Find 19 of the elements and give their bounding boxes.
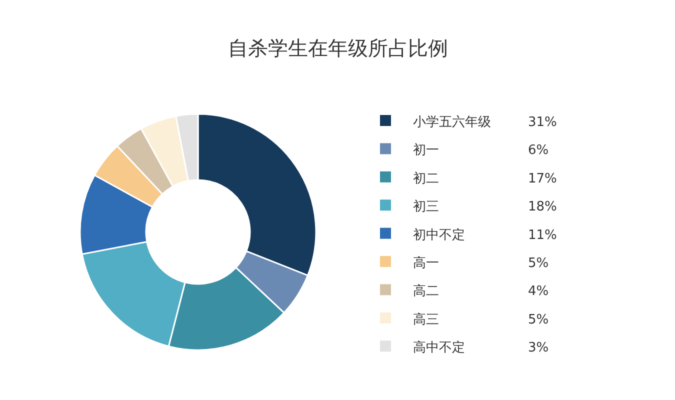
legend-label: 高二 xyxy=(413,283,439,300)
data-label: 17% xyxy=(528,171,557,186)
data-label: 18% xyxy=(528,200,557,215)
legend-label: 小学五六年级 xyxy=(413,115,491,130)
chart-title: 自杀学生在年级所占比例 xyxy=(228,36,448,60)
legend-label: 高一 xyxy=(413,255,439,271)
data-label: 6% xyxy=(528,143,549,158)
legend-label: 高中不定 xyxy=(413,340,465,356)
legend-label: 初三 xyxy=(413,200,439,215)
legend-label: 高三 xyxy=(413,311,439,328)
data-label: 5% xyxy=(528,312,549,328)
legend-label: 初二 xyxy=(413,171,439,186)
data-label: 4% xyxy=(528,284,549,300)
legend-label: 初中不定 xyxy=(413,228,465,243)
data-label: 11% xyxy=(528,228,557,243)
data-label: 3% xyxy=(528,340,549,356)
legend-label: 初一 xyxy=(413,143,439,158)
data-label: 31% xyxy=(528,115,557,130)
data-label: 5% xyxy=(528,256,549,271)
